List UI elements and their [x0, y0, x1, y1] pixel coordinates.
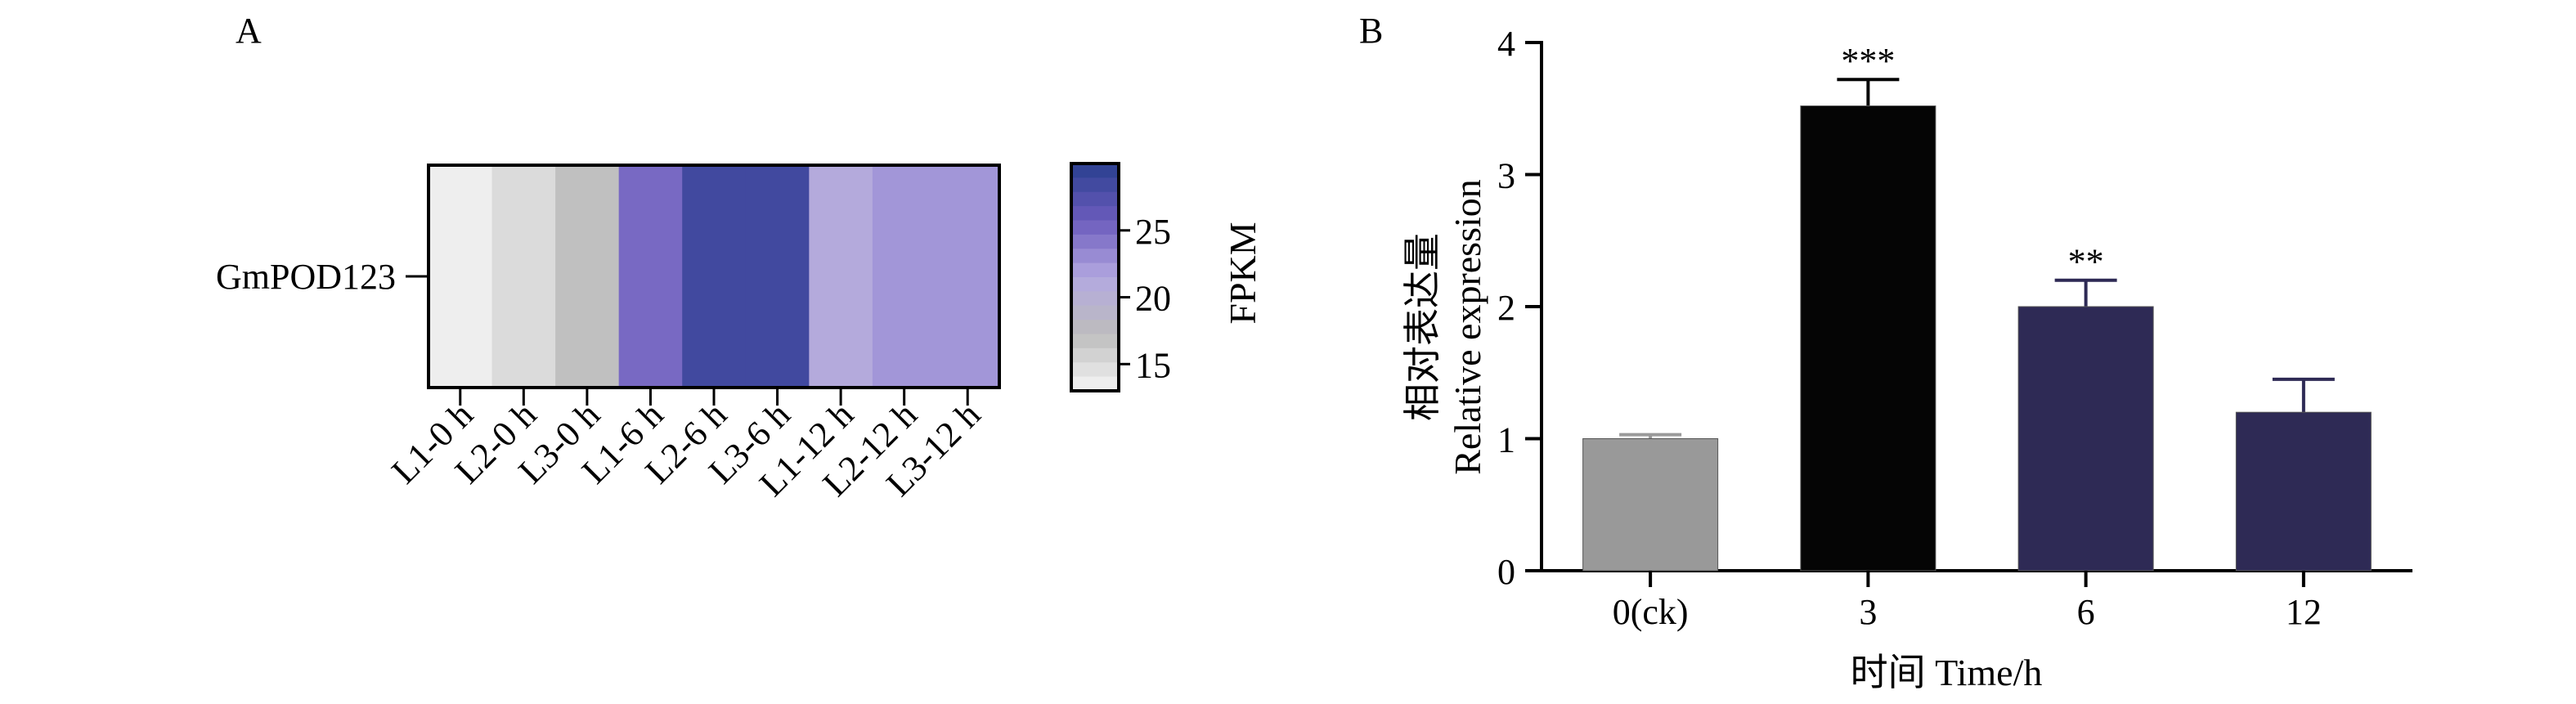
heatmap-cell: [936, 165, 1000, 388]
significance-label: ***: [1841, 41, 1895, 81]
colorbar-band: [1071, 262, 1119, 278]
panel-label-a: A: [236, 11, 262, 51]
colorbar-tick-label: 25: [1135, 212, 1171, 252]
heatmap-panel: A GmPOD123 L1-0 hL2-0 hL3-0 hL1-6 hL2-6 …: [216, 11, 1263, 504]
bar: [1800, 105, 1936, 572]
y-axis-title-en: Relative expression: [1447, 179, 1488, 475]
heatmap-row-label: GmPOD123: [216, 257, 396, 297]
y-tick-label: 0: [1497, 552, 1515, 592]
heatmap-cell: [429, 165, 493, 388]
x-axis-title: 时间 Time/h: [1851, 652, 2043, 693]
colorbar-frame: [1070, 162, 1120, 392]
colorbar-band: [1071, 320, 1119, 335]
colorbar-band: [1071, 249, 1119, 264]
x-tick-label: 3: [1859, 592, 1877, 632]
colorbar-band: [1071, 362, 1119, 378]
colorbar-band: [1071, 164, 1119, 178]
y-tick-label: 2: [1497, 288, 1515, 328]
x-tick-label: 6: [2077, 592, 2095, 632]
colorbar-band: [1071, 277, 1119, 292]
colorbar-band: [1071, 177, 1119, 193]
colorbar-band: [1071, 234, 1119, 249]
x-tick-label: 12: [2286, 592, 2322, 632]
heatmap-cells: [429, 165, 1000, 388]
colorbar-band: [1071, 206, 1119, 222]
heatmap-cell: [809, 165, 873, 388]
y-tick-label: 1: [1497, 420, 1515, 460]
heatmap-cell: [491, 165, 556, 388]
bar: [1582, 438, 1719, 572]
colorbar-label: FPKM: [1222, 222, 1263, 324]
y-axis-title-cn: 相对表达量: [1402, 233, 1443, 421]
y-tick-label: 4: [1497, 24, 1515, 64]
colorbar-band: [1071, 220, 1119, 235]
colorbar: 15 20 25 FPKM: [1070, 162, 1263, 392]
colorbar-tick-label: 20: [1135, 279, 1171, 319]
panel-label-b: B: [1359, 11, 1383, 51]
heatmap-cell: [555, 165, 620, 388]
heatmap-cell: [618, 165, 683, 388]
bar-marks: 0(ck) 3 *** 6 ** 12: [1582, 41, 2372, 632]
y-tick-label: 3: [1497, 156, 1515, 196]
heatmap-cell: [872, 165, 937, 388]
colorbar-band: [1071, 191, 1119, 207]
colorbar-band: [1071, 348, 1119, 363]
significance-label: **: [2068, 242, 2104, 282]
colorbar-band: [1071, 291, 1119, 307]
colorbar-band: [1071, 305, 1119, 321]
heatmap-cell: [682, 165, 747, 388]
bar: [2017, 306, 2154, 572]
heatmap-column-labels: L1-0 hL2-0 hL3-0 hL1-6 hL2-6 hL3-6 hL1-1…: [384, 388, 988, 504]
bar: [2235, 411, 2372, 572]
heatmap-cell: [745, 165, 810, 388]
x-tick-label: 0(ck): [1613, 592, 1689, 632]
colorbar-tick-label: 15: [1135, 345, 1171, 385]
colorbar-band: [1071, 334, 1119, 349]
heatmap-row-labels: GmPOD123: [216, 257, 429, 297]
colorbar-band: [1071, 376, 1119, 392]
